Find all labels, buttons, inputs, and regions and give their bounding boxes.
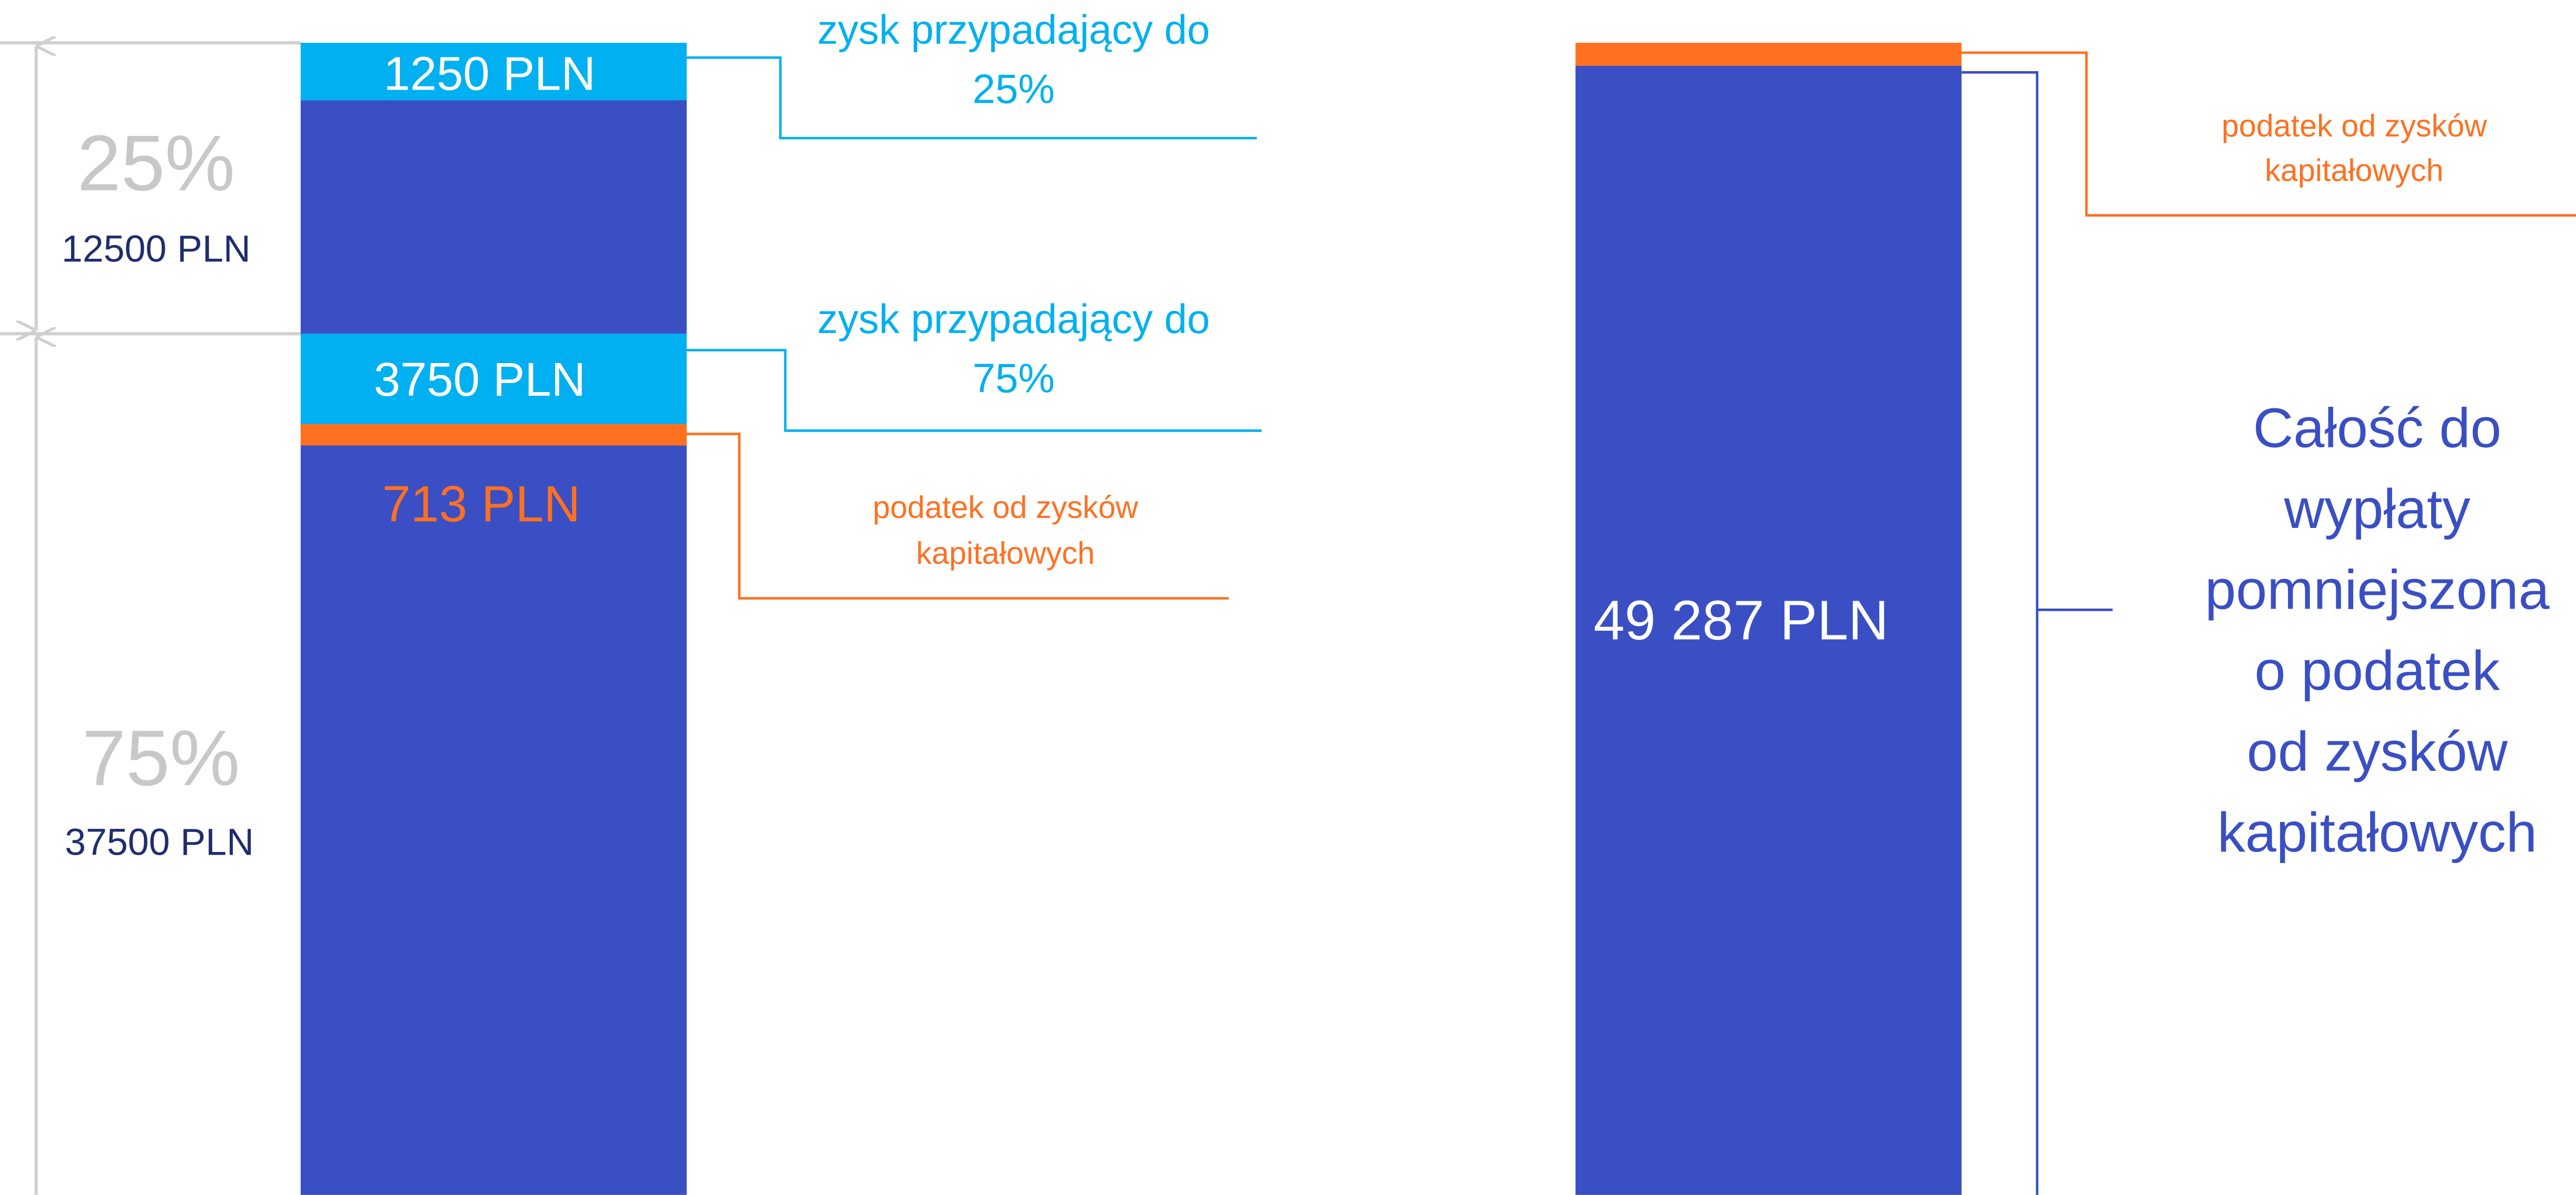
right-bar <box>1575 43 1962 1195</box>
callout-text: podatek od zysków <box>873 489 1138 525</box>
callout-text: 25% <box>973 65 1055 112</box>
callout-text: pomniejszona <box>2205 559 2549 621</box>
bar-label: 1250 PLN <box>383 47 595 101</box>
callout-text: od zysków <box>2247 720 2508 782</box>
callout-text: Całość do <box>2253 397 2502 459</box>
share-label: 25% <box>77 119 235 207</box>
callouts: zysk przypadający do 25% zysk przypadający… <box>817 6 2550 864</box>
connectors <box>686 51 2576 1195</box>
callout-text: podatek od zysków <box>2222 108 2487 143</box>
bar-label: 49 287 PLN <box>1594 589 1889 651</box>
callout-text: o podatek <box>2255 640 2501 702</box>
amount-label: 12500 PLN <box>62 228 251 270</box>
callout-text: zysk przypadający do <box>817 296 1210 342</box>
bracket <box>0 43 301 1195</box>
bar-label: 3750 PLN <box>374 353 586 406</box>
bar-label: 713 PLN <box>382 476 580 533</box>
callout-text: kapitałowych <box>2265 152 2443 188</box>
share-label: 75% <box>82 713 240 802</box>
callout-text: wypłaty <box>2284 478 2471 540</box>
callout-text: kapitałowych <box>2217 801 2537 864</box>
callout-text: kapitałowych <box>916 535 1094 571</box>
callout-text: 75% <box>973 355 1055 401</box>
left-bar <box>300 43 687 1195</box>
callout-text: zysk przypadający do <box>817 6 1210 53</box>
amount-label: 37500 PLN <box>65 821 254 863</box>
